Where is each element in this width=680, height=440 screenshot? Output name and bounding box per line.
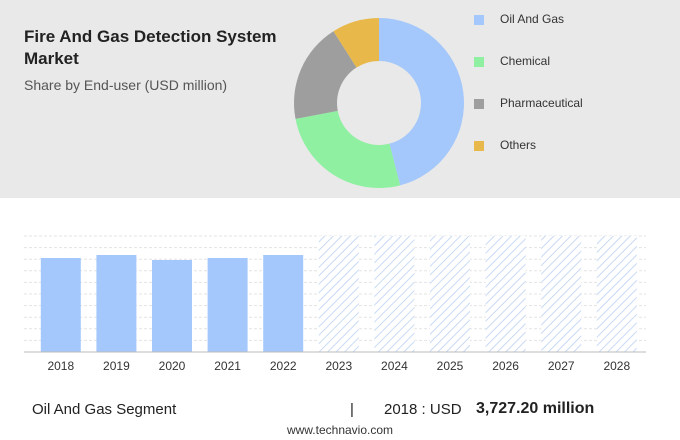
legend-label: Others	[500, 138, 536, 152]
x-tick-label: 2028	[603, 359, 630, 373]
x-tick-label: 2022	[270, 359, 297, 373]
x-tick-label: 2027	[548, 359, 575, 373]
forecast-placeholder	[485, 236, 526, 352]
forecast-placeholder	[318, 236, 359, 352]
bar	[96, 255, 137, 352]
footer-segment: Oil And Gas Segment	[32, 401, 177, 418]
bar	[40, 257, 81, 352]
x-tick-label: 2021	[214, 359, 241, 373]
footer-value: 3,727.20 million	[476, 400, 595, 417]
forecast-placeholder	[596, 236, 637, 352]
legend-marker	[474, 99, 484, 109]
legend-label: Pharmaceutical	[500, 96, 583, 110]
footer-website: www.technavio.com	[286, 423, 394, 437]
pie-slice	[379, 18, 464, 186]
footer-year-currency: 2018 : USD	[384, 401, 462, 418]
legend-marker	[474, 15, 484, 25]
x-tick-label: 2018	[47, 359, 74, 373]
x-tick-label: 2026	[492, 359, 519, 373]
x-tick-label: 2020	[159, 359, 186, 373]
chart-subtitle: Share by End-user (USD million)	[24, 77, 228, 93]
forecast-placeholder	[430, 236, 470, 352]
x-tick-label: 2019	[103, 359, 130, 373]
legend-label: Oil And Gas	[500, 12, 564, 26]
forecast-placeholder	[541, 236, 582, 352]
x-tick-label: 2024	[381, 359, 408, 373]
legend-marker	[474, 57, 484, 67]
footer-separator: |	[350, 401, 354, 418]
pie-slice	[333, 18, 379, 68]
x-tick-label: 2025	[437, 359, 464, 373]
forecast-placeholder	[374, 236, 415, 352]
legend-label: Chemical	[500, 54, 550, 68]
x-tick-label: 2023	[325, 359, 352, 373]
pie-slice	[294, 31, 357, 119]
chart-title: Fire And Gas Detection System Market	[24, 27, 277, 68]
bar	[152, 259, 192, 352]
legend-marker	[474, 141, 484, 151]
bar	[263, 255, 304, 352]
pie-slice	[295, 110, 401, 189]
bar	[207, 258, 248, 352]
